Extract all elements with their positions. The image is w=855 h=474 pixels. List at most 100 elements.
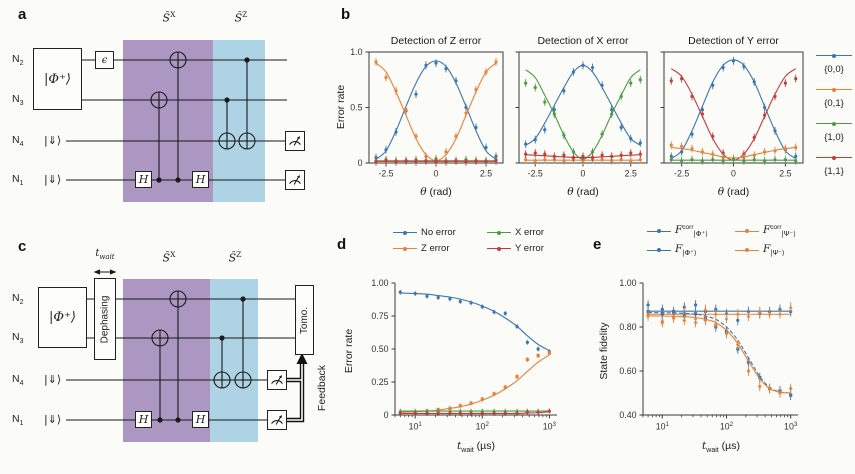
svg-text:0: 0 — [384, 410, 389, 420]
svg-text:103: 103 — [784, 421, 798, 432]
panel-b-label: b — [341, 6, 351, 23]
qubit-label-n4: N4 — [12, 134, 24, 149]
svg-text:-2.5: -2.5 — [528, 169, 543, 179]
twait-axis-label: twait (µs) — [457, 440, 495, 455]
legend-item-y-error: Y error — [487, 243, 575, 254]
stabilizer-z-header: ŜZ — [234, 10, 248, 25]
bell-prep-gate: |Φ⁺⟩ — [33, 48, 82, 110]
bell-state-label: |Φ⁺⟩ — [44, 71, 71, 87]
meter-icon — [289, 175, 301, 185]
qubit-label-n4: N4 — [12, 373, 24, 388]
svg-text:0.25: 0.25 — [371, 377, 388, 387]
bell-prep-gate: |Φ⁺⟩ — [38, 287, 87, 348]
qubit-label-n3: N3 — [12, 93, 24, 108]
legend-item-11: {1,1} — [814, 154, 854, 179]
qubit-label-n1: N1 — [12, 173, 24, 188]
ket-down: |⇓⟩ — [44, 173, 62, 186]
legend-item-z-error: Z error — [393, 243, 481, 254]
meter-icon — [271, 375, 283, 385]
svg-text:102: 102 — [476, 421, 490, 432]
legend-item-no-error: No error — [393, 227, 481, 238]
chart-fidelity-vs-twait: 0.40 0.60 0.80 1.00 101 102 103 — [601, 275, 810, 452]
chart-detection-x-error: -2.5 0 2.5 — [489, 46, 656, 204]
stabilizer-x-header: ŜX — [162, 250, 176, 265]
svg-text:1.0: 1.0 — [350, 47, 362, 57]
theta-axis-label: θ (rad) — [567, 186, 599, 198]
svg-text:0: 0 — [434, 169, 439, 179]
chart-error-rate-vs-twait: 0 0.25 0.50 0.75 1.00 101 102 103 — [353, 275, 569, 452]
panel-a: a ŜX ŜZ |Φ⁺⟩ ϵ — [0, 0, 333, 218]
svg-text:2.5: 2.5 — [480, 169, 492, 179]
dephasing-gate: Dephasing — [94, 278, 116, 360]
qubit-label-n1: N1 — [12, 413, 24, 428]
circuit-a-drawing — [66, 51, 287, 183]
sz-region-shade — [213, 40, 265, 202]
svg-text:102: 102 — [720, 421, 734, 432]
qubit-label-n2: N2 — [12, 53, 24, 68]
circuit-c-drawing — [66, 269, 308, 423]
qubit-label-n3: N3 — [12, 331, 24, 346]
tomography-box: Tomo. — [295, 285, 314, 355]
measurement-box — [285, 131, 305, 151]
error-gate: ϵ — [95, 51, 114, 69]
chart-detection-y-error: -2.5 0 2.5 — [634, 46, 812, 204]
svg-text:0: 0 — [581, 169, 586, 179]
chart-title-y-error: Detection of Y error — [688, 35, 779, 47]
svg-text:0.60: 0.60 — [619, 366, 636, 376]
panel-a-label: a — [18, 6, 27, 23]
stabilizer-z-header: ŜZ — [228, 250, 242, 265]
svg-text:0: 0 — [358, 158, 363, 168]
svg-text:-2.5: -2.5 — [674, 169, 689, 179]
hadamard-gate: H — [135, 411, 152, 428]
ket-down: |⇓⟩ — [44, 373, 62, 386]
svg-text:-2.5: -2.5 — [378, 169, 393, 179]
meter-icon — [289, 136, 301, 146]
hadamard-gate: H — [192, 171, 209, 188]
twait-axis-label: twait (µs) — [702, 440, 740, 455]
qubit-label-n2: N2 — [12, 292, 24, 307]
panel-b-legend: {0,0} {0,1} {1,0} {1,1} — [814, 52, 854, 188]
svg-text:0.50: 0.50 — [371, 344, 388, 354]
ket-down: |⇓⟩ — [44, 413, 62, 426]
svg-text:2.5: 2.5 — [779, 169, 791, 179]
svg-text:0: 0 — [731, 169, 736, 179]
feedback-path — [287, 353, 308, 423]
stabilizer-x-header: ŜX — [162, 10, 176, 25]
svg-text:0.5: 0.5 — [350, 103, 362, 113]
measurement-box — [267, 370, 287, 390]
legend-item-fcorr-psi: Fcorr|Ψ⁻⟩ — [735, 224, 817, 238]
svg-text:0.80: 0.80 — [619, 322, 636, 332]
chart-title-x-error: Detection of X error — [537, 35, 629, 47]
measurement-box — [285, 170, 305, 190]
ket-down: |⇓⟩ — [44, 134, 62, 147]
svg-text:1.00: 1.00 — [619, 278, 636, 288]
legend-item-x-error: X error — [487, 227, 575, 238]
panel-c: c twait ŜX ŜZ — [0, 230, 333, 474]
hadamard-gate: H — [192, 411, 209, 428]
svg-text:103: 103 — [543, 421, 557, 432]
panel-d-label: d — [337, 236, 347, 253]
svg-text:0.40: 0.40 — [619, 410, 636, 420]
legend-item-f-phi: F|Φ⁺⟩ — [647, 243, 729, 257]
panel-e-legend: Fcorr|Φ⁺⟩ Fcorr|Ψ⁻⟩ F|Φ⁺⟩ F|Ψ⁻⟩ — [647, 224, 817, 257]
svg-text:1.00: 1.00 — [371, 278, 388, 288]
twait-label: twait — [95, 248, 115, 261]
theta-axis-label: θ (rad) — [717, 186, 750, 198]
svg-text:101: 101 — [656, 421, 670, 432]
chart-title-z-error: Detection of Z error — [390, 35, 482, 47]
legend-item-00: {0,0} — [814, 52, 854, 77]
panel-c-label: c — [18, 238, 27, 255]
chart-detection-z-error: 0 0.5 1.0 -2.5 0 2.5 — [339, 46, 512, 204]
legend-item-f-psi: F|Ψ⁻⟩ — [735, 243, 817, 257]
panel-e-label: e — [593, 236, 602, 253]
legend-item-fcorr-phi: Fcorr|Φ⁺⟩ — [647, 224, 729, 238]
hadamard-gate: H — [135, 171, 152, 188]
feedback-label: Feedback — [316, 364, 328, 412]
panel-d-legend: No error X error Z error Y error — [393, 227, 575, 254]
legend-item-01: {0,1} — [814, 86, 854, 111]
measurement-box — [267, 410, 287, 430]
legend-item-10: {1,0} — [814, 120, 854, 145]
meter-icon — [271, 415, 283, 425]
sz-region-shade — [210, 279, 258, 442]
